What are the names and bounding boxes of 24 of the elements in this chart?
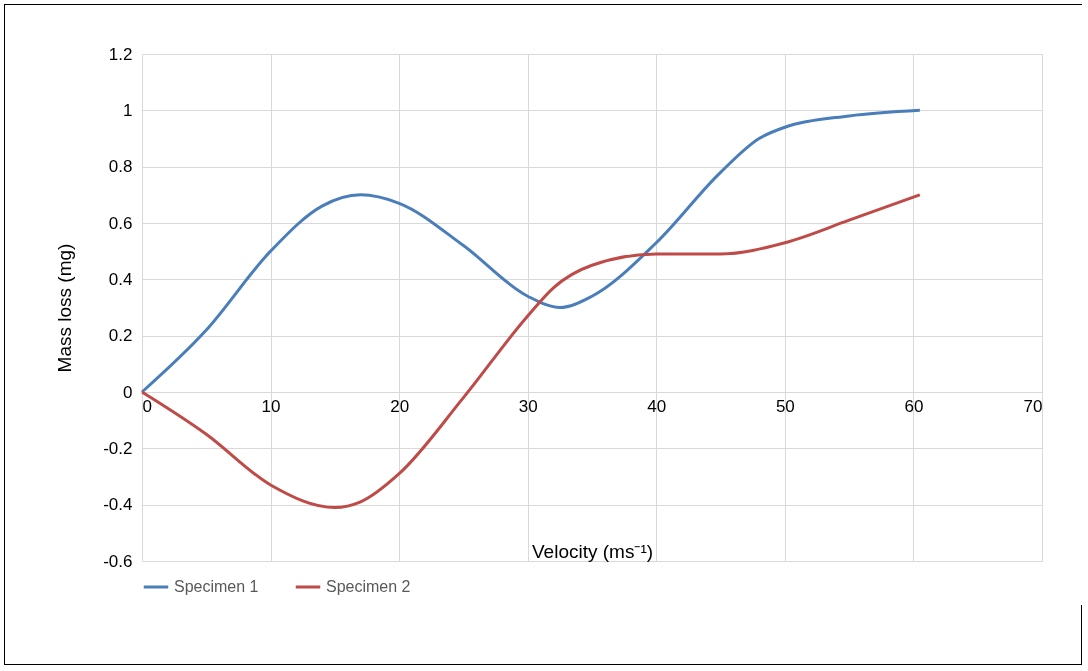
y-tick-label: -0.2 bbox=[103, 438, 133, 458]
y-tick-label: 0.8 bbox=[108, 157, 133, 177]
x-axis-title: Velocity (ms⁻¹) bbox=[531, 540, 654, 562]
x-tick-label: 10 bbox=[261, 396, 281, 416]
legend-label: Specimen 1 bbox=[174, 578, 259, 595]
x-tick-label: 40 bbox=[647, 396, 667, 416]
y-tick-label: 0 bbox=[123, 382, 133, 402]
legend-label: Specimen 2 bbox=[326, 578, 411, 595]
y-tick-label: -0.6 bbox=[103, 551, 133, 571]
y-tick-label: 0.2 bbox=[108, 326, 133, 346]
x-tick-label: 30 bbox=[518, 396, 538, 416]
x-tick-label: 60 bbox=[904, 396, 924, 416]
y-tick-label: -0.4 bbox=[103, 495, 133, 515]
x-tick-label: 20 bbox=[390, 396, 410, 416]
y-tick-label: 1.2 bbox=[108, 44, 133, 64]
x-tick-label: 50 bbox=[775, 396, 795, 416]
line-series bbox=[140, 108, 922, 394]
line-series bbox=[140, 193, 922, 509]
x-tick-label: 70 bbox=[1023, 396, 1043, 416]
y-tick-label: 1 bbox=[123, 100, 133, 120]
y-axis-title: Mass loss (mg) bbox=[54, 243, 76, 373]
y-tick-label: 0.4 bbox=[108, 269, 133, 289]
x-tick-label: 0 bbox=[142, 396, 152, 416]
y-tick-label: 0.6 bbox=[108, 213, 133, 233]
